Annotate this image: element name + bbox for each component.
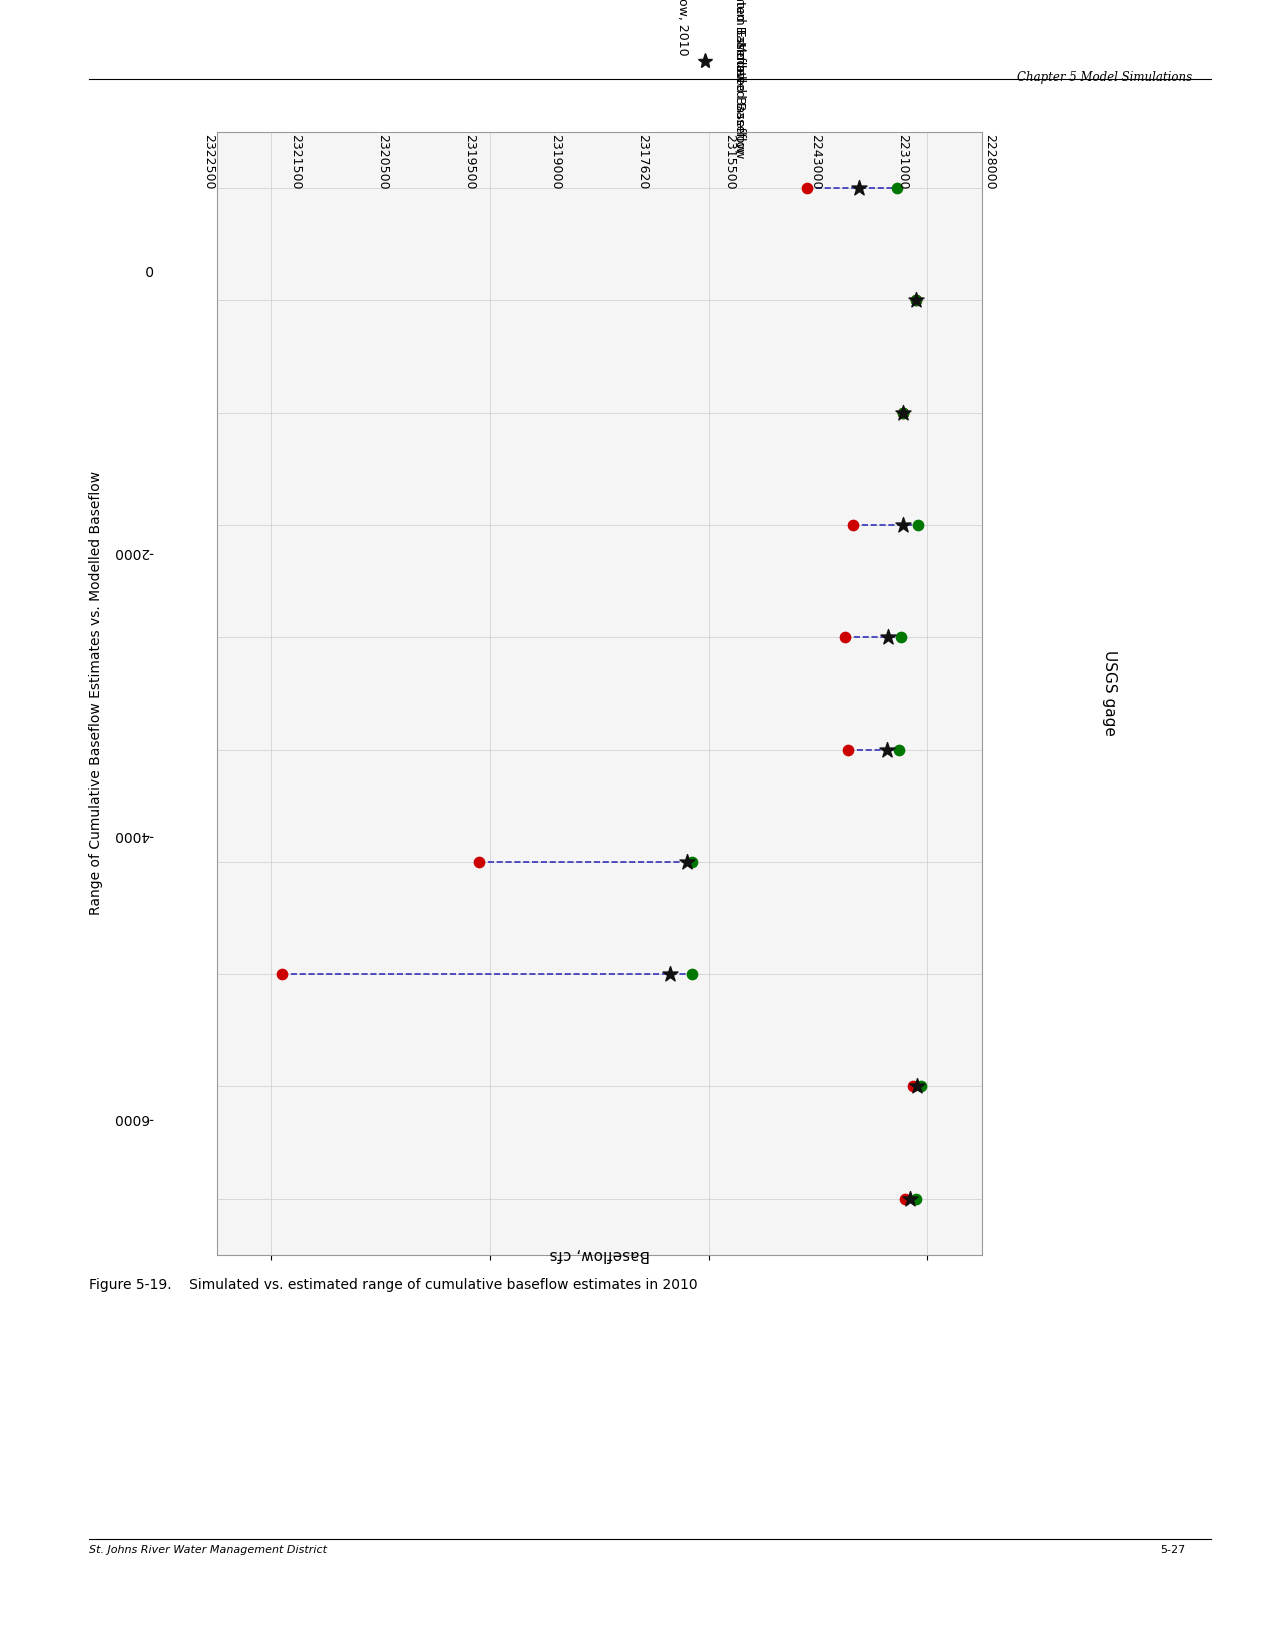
Point <box>907 1185 927 1212</box>
Point <box>849 175 870 201</box>
Point <box>886 175 907 201</box>
Point <box>660 961 681 987</box>
Point <box>677 849 697 875</box>
Text: Maximum Estimated Baseflow: Maximum Estimated Baseflow <box>733 0 746 83</box>
Text: St. Johns River Water Management District: St. Johns River Water Management Distric… <box>89 1545 328 1555</box>
Text: 2322500: 2322500 <box>203 134 215 190</box>
Point <box>891 624 912 650</box>
Text: 2231000: 2231000 <box>896 134 909 190</box>
Text: 2319000: 2319000 <box>550 134 562 190</box>
Point <box>905 287 926 314</box>
Text: -4000: -4000 <box>113 827 153 842</box>
Point <box>907 1073 927 1100</box>
Point <box>682 961 703 987</box>
Point <box>797 175 817 201</box>
Point <box>682 849 703 875</box>
Text: Figure 5-19.    Simulated vs. estimated range of cumulative baseflow estimates i: Figure 5-19. Simulated vs. estimated ran… <box>89 1278 697 1291</box>
Point <box>895 1185 915 1212</box>
Text: Chapter 5 Model Simulations: Chapter 5 Model Simulations <box>1017 71 1192 84</box>
Text: Cumulative Baseflow, 2010: Cumulative Baseflow, 2010 <box>676 0 688 56</box>
Point <box>469 849 490 875</box>
Point <box>903 1073 923 1100</box>
Text: 5-27: 5-27 <box>1160 1545 1186 1555</box>
Text: -2000: -2000 <box>113 545 153 560</box>
Text: 2317620: 2317620 <box>636 134 649 190</box>
Text: -6000: -6000 <box>113 1111 153 1124</box>
Point <box>908 512 928 538</box>
Point <box>899 1185 919 1212</box>
Text: 2243000: 2243000 <box>810 134 822 190</box>
Point <box>835 624 856 650</box>
Point <box>892 400 913 426</box>
Text: 0: 0 <box>144 263 153 276</box>
Text: Minimum Estimated Baseflow: Minimum Estimated Baseflow <box>733 0 746 152</box>
Point <box>892 400 913 426</box>
Point <box>876 736 896 763</box>
Point <box>910 1073 931 1100</box>
Point <box>877 624 898 650</box>
Point <box>843 512 863 538</box>
Point <box>272 961 292 987</box>
Point <box>892 400 913 426</box>
Point <box>892 512 913 538</box>
Text: Modelled Baseflow: Modelled Baseflow <box>733 41 746 158</box>
Text: 2320500: 2320500 <box>376 134 389 190</box>
Text: 2321500: 2321500 <box>289 134 302 190</box>
Point <box>889 736 909 763</box>
Text: 2319500: 2319500 <box>463 134 476 190</box>
Point <box>838 736 858 763</box>
Point <box>905 287 926 314</box>
Point <box>905 287 926 314</box>
Text: 2228000: 2228000 <box>983 134 996 190</box>
Text: Range of Cumulative Baseflow Estimates vs. Modelled Baseflow: Range of Cumulative Baseflow Estimates v… <box>89 471 102 916</box>
Text: Baseflow, cfs: Baseflow, cfs <box>550 1247 649 1261</box>
Text: USGS gage: USGS gage <box>1102 650 1117 736</box>
Text: 2315500: 2315500 <box>723 134 736 190</box>
